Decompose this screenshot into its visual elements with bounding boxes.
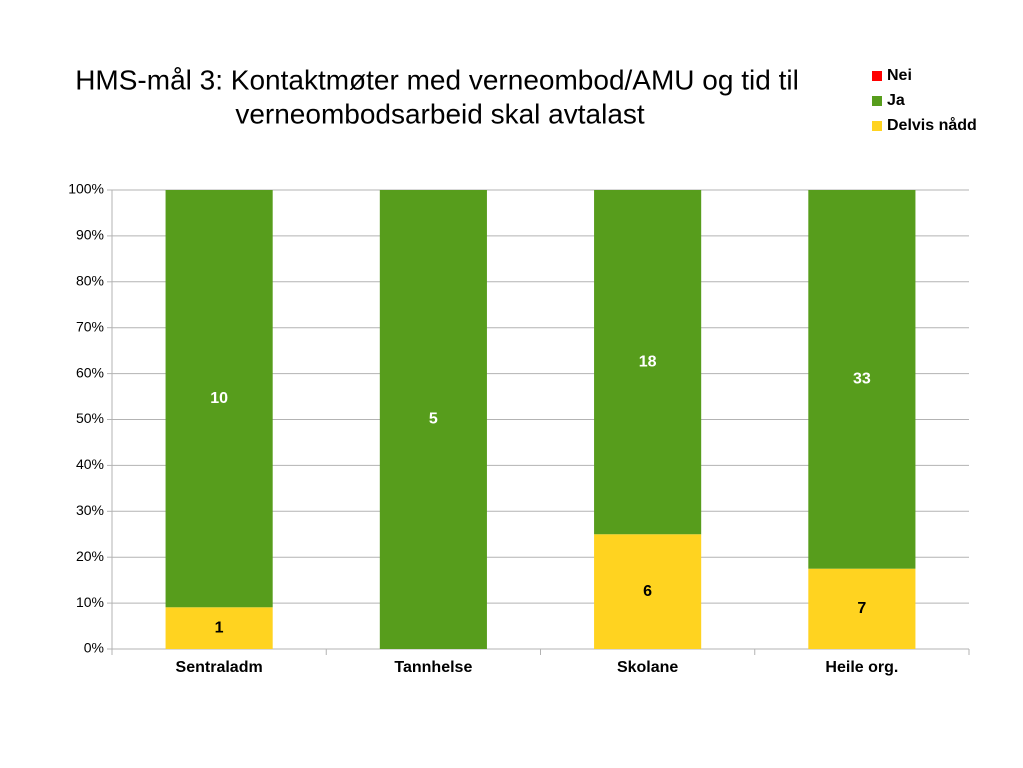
- bar-segment: [165, 607, 273, 649]
- legend-swatch: [872, 121, 882, 131]
- y-tick-label: 90%: [76, 227, 104, 243]
- legend-swatch: [872, 71, 882, 81]
- x-tick-label: Heile org.: [825, 659, 898, 676]
- y-tick-label: 100%: [68, 181, 104, 197]
- y-tick-label: 70%: [76, 318, 104, 334]
- bar-segment: [808, 568, 916, 649]
- chart-title: verneombodsarbeid skal avtalast: [235, 98, 645, 129]
- bar-segment: [594, 190, 702, 535]
- data-label: 10: [210, 390, 228, 407]
- legend-label: Nei: [887, 67, 912, 84]
- data-label: 1: [215, 619, 224, 636]
- legend-label: Delvis nådd: [887, 116, 977, 134]
- y-tick-label: 0%: [84, 640, 104, 656]
- chart-title: HMS-mål 3: Kontaktmøter med verneombod/A…: [75, 64, 799, 95]
- data-label: 6: [643, 583, 652, 600]
- bar-segment: [165, 190, 273, 608]
- bar-segment: [808, 190, 916, 569]
- y-tick-label: 50%: [76, 410, 104, 426]
- y-tick-label: 80%: [76, 273, 104, 289]
- y-tick-label: 10%: [76, 594, 104, 610]
- bar-segment: [379, 190, 487, 649]
- x-tick-label: Sentraladm: [176, 659, 263, 676]
- x-tick-label: Skolane: [617, 659, 678, 676]
- data-label: 7: [857, 600, 866, 617]
- y-tick-label: 30%: [76, 502, 104, 518]
- y-tick-label: 60%: [76, 364, 104, 380]
- legend-label: Ja: [887, 92, 905, 109]
- x-tick-label: Tannhelse: [394, 659, 472, 676]
- y-tick-label: 20%: [76, 548, 104, 564]
- data-label: 5: [429, 411, 438, 428]
- legend-swatch: [872, 96, 882, 106]
- bar-segment: [594, 534, 702, 649]
- y-tick-label: 40%: [76, 456, 104, 472]
- data-label: 33: [853, 371, 871, 388]
- data-label: 18: [639, 353, 657, 370]
